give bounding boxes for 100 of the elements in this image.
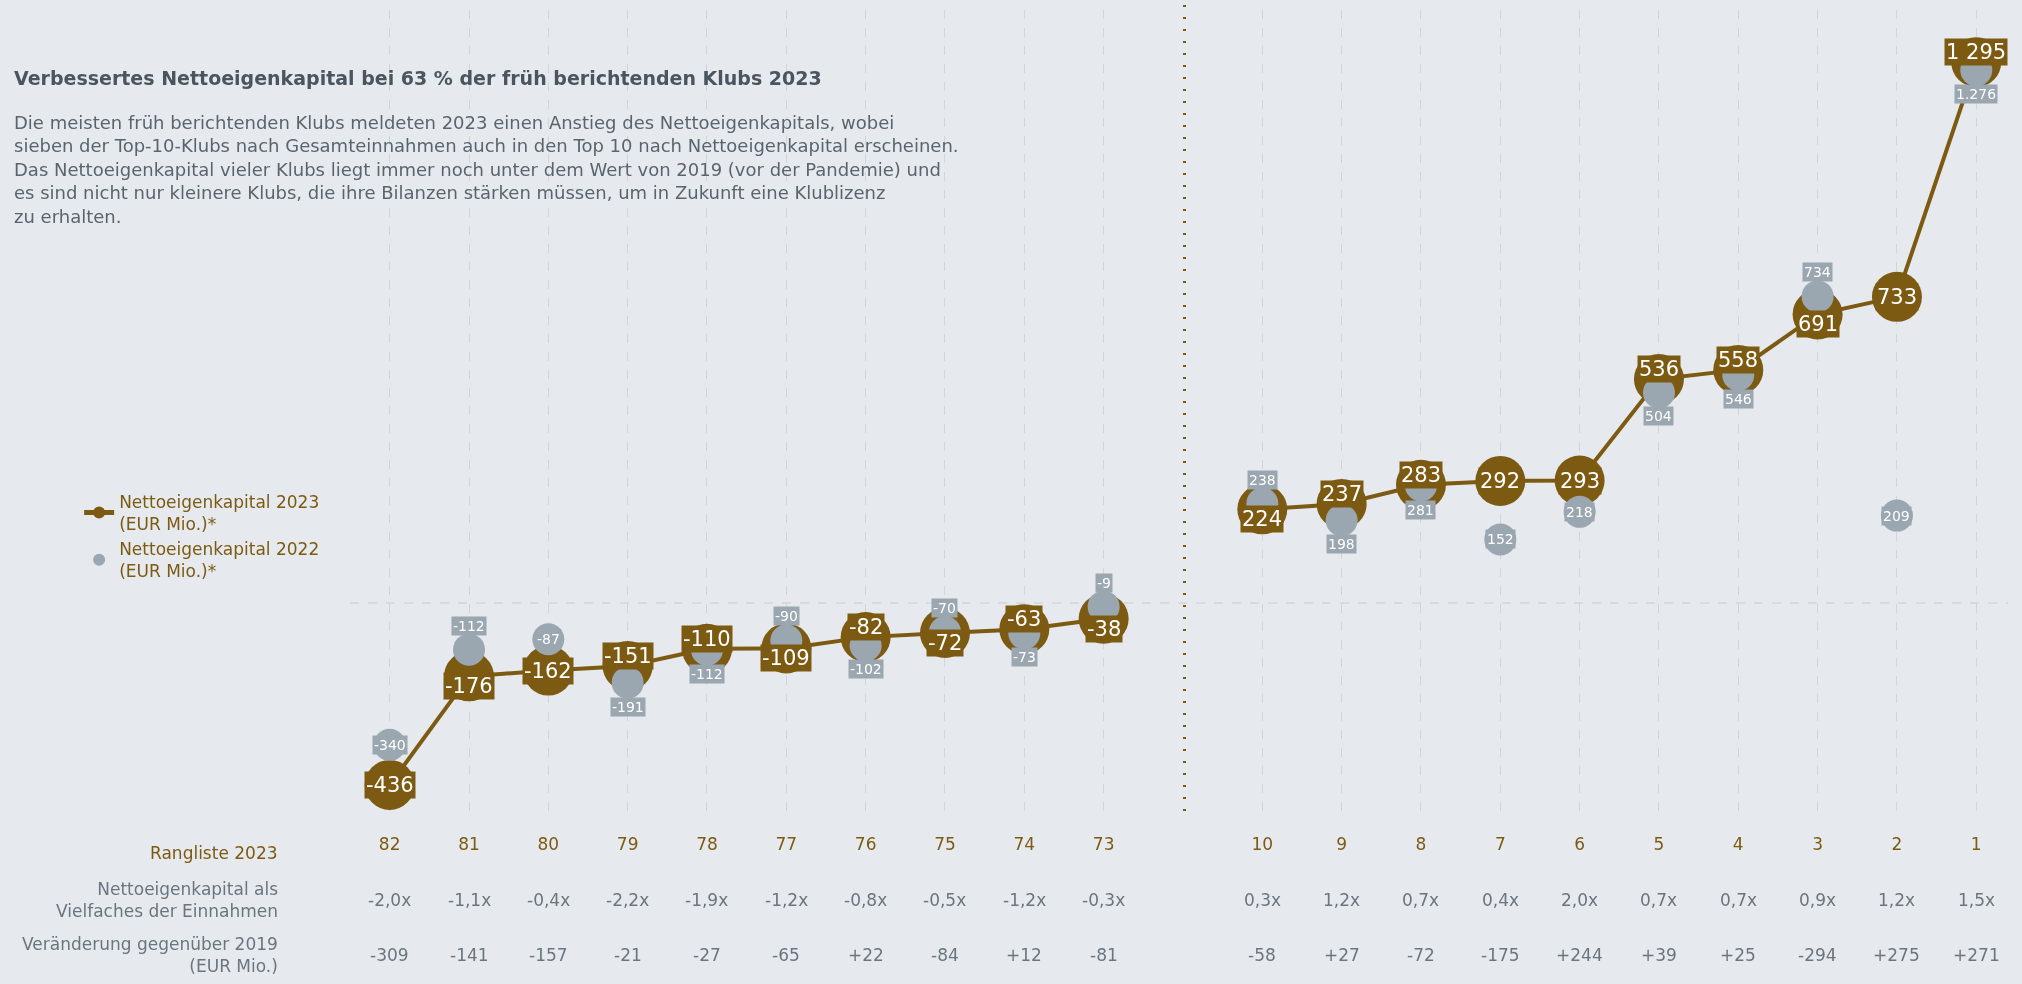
data-label: -102: [850, 661, 882, 677]
text: -0,3x: [1082, 890, 1126, 910]
x-tick-label: 75: [934, 834, 956, 854]
x-tick-label: 3: [1812, 834, 1824, 854]
x-tick-label: 2: [1891, 834, 1903, 854]
data-label: 546: [1725, 391, 1752, 407]
text: 0,7x: [1402, 890, 1440, 910]
text: +271: [1953, 945, 2000, 965]
text: -309: [370, 945, 409, 965]
legend-label: Nettoeigenkapital 2022 (EUR Mio.)*: [119, 539, 320, 582]
x-tick-label: 74: [1013, 834, 1036, 854]
text: 0,4x: [1482, 890, 1520, 910]
data-label: 558: [1718, 348, 1759, 372]
text: 2,0x: [1561, 890, 1599, 910]
text: -84: [931, 945, 959, 965]
text: -1,9x: [685, 890, 729, 910]
data-label: 733: [1877, 285, 1918, 309]
data-label: 281: [1407, 502, 1434, 518]
text: -1,2x: [1003, 890, 1047, 910]
text: -0,4x: [527, 890, 571, 910]
text: -0,5x: [923, 890, 967, 910]
x-tick-label: 81: [458, 834, 480, 854]
text: -2,0x: [368, 890, 412, 910]
data-label: -110: [683, 627, 731, 651]
data-label: -191: [612, 699, 644, 715]
text: -58: [1248, 945, 1276, 965]
data-label: 152: [1487, 531, 1514, 547]
text: -294: [1798, 945, 1837, 965]
text: +25: [1720, 945, 1756, 965]
data-label: 209: [1883, 508, 1910, 524]
data-label: -70: [933, 600, 956, 616]
text: -157: [529, 945, 568, 965]
text: -81: [1090, 945, 1118, 965]
x-tick-label: 79: [616, 834, 639, 854]
data-label: -112: [453, 618, 485, 634]
x-tick-label: 8: [1415, 834, 1427, 854]
x-tick-label: 78: [696, 834, 718, 854]
data-label: -90: [775, 608, 798, 624]
data-label: 292: [1480, 469, 1521, 493]
text: -1,1x: [448, 890, 492, 910]
data-label: 238: [1249, 472, 1276, 488]
data-label: -9: [1097, 575, 1111, 591]
text: -141: [450, 945, 489, 965]
data-label: 691: [1798, 312, 1839, 336]
data-label: -162: [524, 659, 572, 683]
data-label: 293: [1560, 469, 1601, 493]
x-tick-label: 7: [1494, 834, 1506, 854]
data-label: -112: [691, 666, 723, 682]
x-tick-label: 80: [537, 834, 560, 854]
x-tick-label: 73: [1092, 834, 1115, 854]
x-tick-label: 4: [1732, 834, 1744, 854]
data-label: -151: [604, 644, 652, 668]
data-label: 734: [1804, 264, 1831, 280]
text: +244: [1556, 945, 1603, 965]
data-label: 237: [1322, 482, 1363, 506]
text: -175: [1481, 945, 1520, 965]
x-tick-label: 1: [1970, 834, 1982, 854]
data-label: -176: [445, 674, 493, 698]
chart-title: Verbessertes Nettoeigenkapital bei 63 % der früh berichtenden Klubs 2023: [14, 67, 822, 89]
x-tick-label: 5: [1653, 834, 1665, 854]
text: Die meisten früh berichtenden Klubs meldeten 2023 einen Anstieg des Nettoeigenkapitals, wobei sieben der Top-10-Klubs nach Gesamteinnahmen auch in den Top 10 nach Nettoeigenkapital erscheinen. Das Nettoeigenkapital vieler Klubs liegt immer noch unter dem Wert von 2019 (vor der Pandemie) und es sind nicht nur kleinere Klubs, die ihre Bilanzen stärken müssen, um in Zukunft eine Klublizenz zu erhalten.: [14, 112, 959, 227]
text: 0,7x: [1640, 890, 1678, 910]
text: -1,2x: [765, 890, 809, 910]
text: +39: [1641, 945, 1677, 965]
x-tick-label: 82: [378, 834, 401, 854]
text: -72: [1407, 945, 1435, 965]
data-label: -73: [1013, 649, 1036, 665]
data-label: -72: [928, 631, 963, 655]
data-label: -87: [537, 631, 560, 647]
data-label: -38: [1087, 617, 1122, 641]
data-label: 198: [1328, 536, 1355, 552]
x-axis-title: Rangliste 2023: [150, 843, 278, 863]
text: 1,2x: [1323, 890, 1361, 910]
text: +275: [1873, 945, 1920, 965]
x-tick-label: 10: [1251, 834, 1274, 854]
x-tick-label: 76: [854, 834, 877, 854]
text: 1,5x: [1958, 890, 1996, 910]
text: 0,7x: [1720, 890, 1758, 910]
text: -0,8x: [844, 890, 888, 910]
text: 0,9x: [1799, 890, 1837, 910]
data-label: 224: [1242, 507, 1283, 531]
text: +27: [1324, 945, 1360, 965]
text: +22: [848, 945, 884, 965]
text: +12: [1006, 945, 1042, 965]
x-tick-label: 9: [1336, 834, 1348, 854]
legend-label: Nettoeigenkapital 2023 (EUR Mio.)*: [119, 492, 320, 535]
text: 0,3x: [1244, 890, 1282, 910]
text: -27: [693, 945, 721, 965]
x-tick-label: 6: [1574, 834, 1586, 854]
data-label: -436: [366, 773, 414, 797]
x-tick-label: 77: [775, 834, 798, 854]
data-label: 1.276: [1956, 86, 1997, 102]
data-label: 536: [1639, 357, 1680, 381]
text: 1,2x: [1878, 890, 1916, 910]
data-label: 504: [1645, 408, 1672, 424]
text: -2,2x: [606, 890, 650, 910]
data-label: -82: [849, 615, 884, 639]
text: -21: [614, 945, 642, 965]
data-label: 283: [1401, 463, 1442, 487]
text: -65: [772, 945, 800, 965]
